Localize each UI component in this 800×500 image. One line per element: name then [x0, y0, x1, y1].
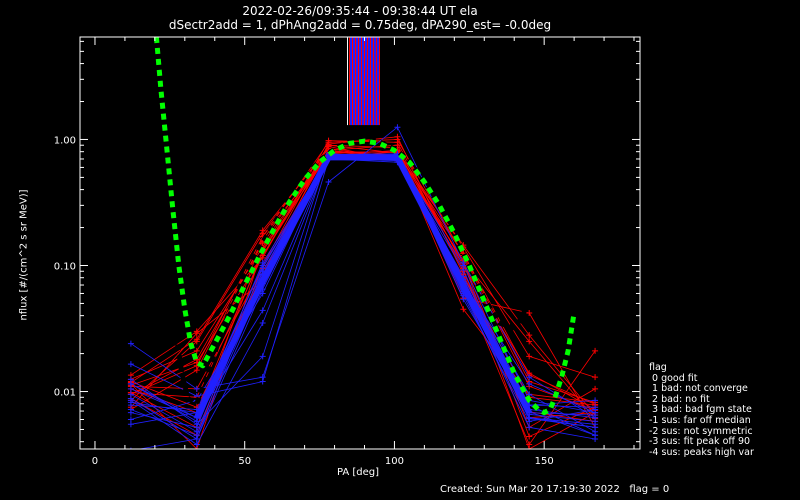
red-series-line [130, 144, 596, 445]
red-series-line [130, 144, 596, 419]
data-point-marker [127, 340, 134, 347]
legend-item: 1 bad: not converge [649, 383, 748, 395]
data-point-marker [193, 367, 200, 374]
data-point-marker [259, 319, 266, 326]
x-tick-label: 0 [92, 456, 98, 467]
data-point-marker [592, 404, 599, 411]
red-series-line [130, 147, 596, 428]
y-axis-label: nflux [#/(cm^2 s sr MeV)] [18, 189, 30, 321]
data-point-marker [526, 338, 533, 345]
y-tick-label: 1.00 [54, 135, 76, 146]
y-tick-label: 0.10 [54, 261, 76, 272]
data-point-marker [526, 353, 533, 360]
data-point-marker [592, 418, 599, 425]
data-point-marker [592, 409, 599, 416]
x-tick-label: 150 [535, 456, 554, 467]
data-point-marker [394, 136, 401, 143]
black-fit-curve [156, 37, 565, 407]
data-point-marker [526, 424, 533, 431]
blue-series-line [130, 158, 596, 425]
data-point-marker [127, 416, 134, 423]
blue-series-line [137, 153, 596, 449]
data-point-marker [193, 424, 200, 431]
data-point-marker [460, 296, 467, 303]
data-point-marker [592, 424, 599, 431]
legend-item: -2 sus: not symmetric [649, 425, 753, 437]
data-point-marker [592, 385, 599, 392]
legend-item: -4 sus: peaks high var [649, 446, 754, 458]
data-point-marker [592, 374, 599, 381]
red-series-line [130, 140, 596, 410]
data-point-marker [130, 447, 132, 449]
y-tick-label: 0.01 [54, 388, 76, 399]
data-point-marker [526, 414, 533, 421]
data-point-marker [526, 433, 533, 440]
x-tick-label: 100 [385, 456, 404, 467]
red-series-line [130, 139, 596, 428]
data-point-marker [127, 395, 134, 402]
data-point-marker [259, 264, 266, 271]
legend-item: -3 sus: fit peak off 90 [649, 436, 751, 448]
green-fit-curve [153, 37, 577, 416]
data-point-marker [394, 142, 401, 149]
red-series-line [130, 150, 596, 395]
legend-item: 3 bad: bad fgm state [649, 404, 752, 416]
red-series-line [130, 151, 596, 428]
legend-item: 2 bad: no fit [649, 393, 710, 405]
data-point-marker [193, 330, 200, 337]
legend-item: -1 sus: far off median [649, 414, 751, 426]
data-point-marker [127, 385, 134, 392]
data-point-marker [526, 309, 533, 316]
data-point-marker [526, 441, 533, 448]
data-point-marker [460, 306, 467, 313]
data-point-marker [592, 397, 599, 404]
chart-title: 2022-02-26/09:35:44 - 09:38:44 UT ela [242, 4, 478, 18]
data-point-marker [394, 124, 401, 131]
data-point-marker [259, 353, 266, 360]
axes-frame [79, 36, 641, 450]
data-point-marker [193, 347, 200, 354]
data-layer [127, 37, 599, 449]
data-point-marker [592, 347, 599, 354]
x-tick-label: 50 [238, 456, 251, 467]
data-point-marker [460, 262, 467, 269]
data-point-marker [193, 385, 200, 392]
blue-series-line [130, 152, 596, 425]
data-point-marker [526, 380, 533, 387]
data-point-marker [325, 178, 332, 185]
chart-subtitle: dSectr2add = 1, dPhAng2add = 0.75deg, dP… [168, 18, 552, 32]
data-point-marker [526, 332, 533, 339]
x-axis-label: PA [deg] [336, 467, 380, 478]
data-point-marker [259, 378, 266, 385]
legend-title: flag [649, 362, 667, 373]
data-point-marker [127, 409, 134, 416]
data-point-marker [193, 338, 200, 345]
blue-core-band [194, 154, 532, 420]
created-footer: Created: Sun Mar 20 17:19:30 2022 flag =… [440, 484, 670, 495]
data-point-marker [193, 436, 200, 443]
flag-legend: flag 0 good fit 1 bad: not converge 2 ba… [649, 362, 754, 458]
red-series-line [130, 154, 596, 416]
legend-item: 0 good fit [649, 372, 698, 384]
data-point-marker [193, 441, 200, 448]
data-point-marker [526, 374, 533, 381]
data-point-marker [259, 307, 266, 314]
data-point-marker [127, 361, 134, 368]
data-point-marker [592, 432, 599, 439]
data-point-marker [325, 139, 332, 146]
